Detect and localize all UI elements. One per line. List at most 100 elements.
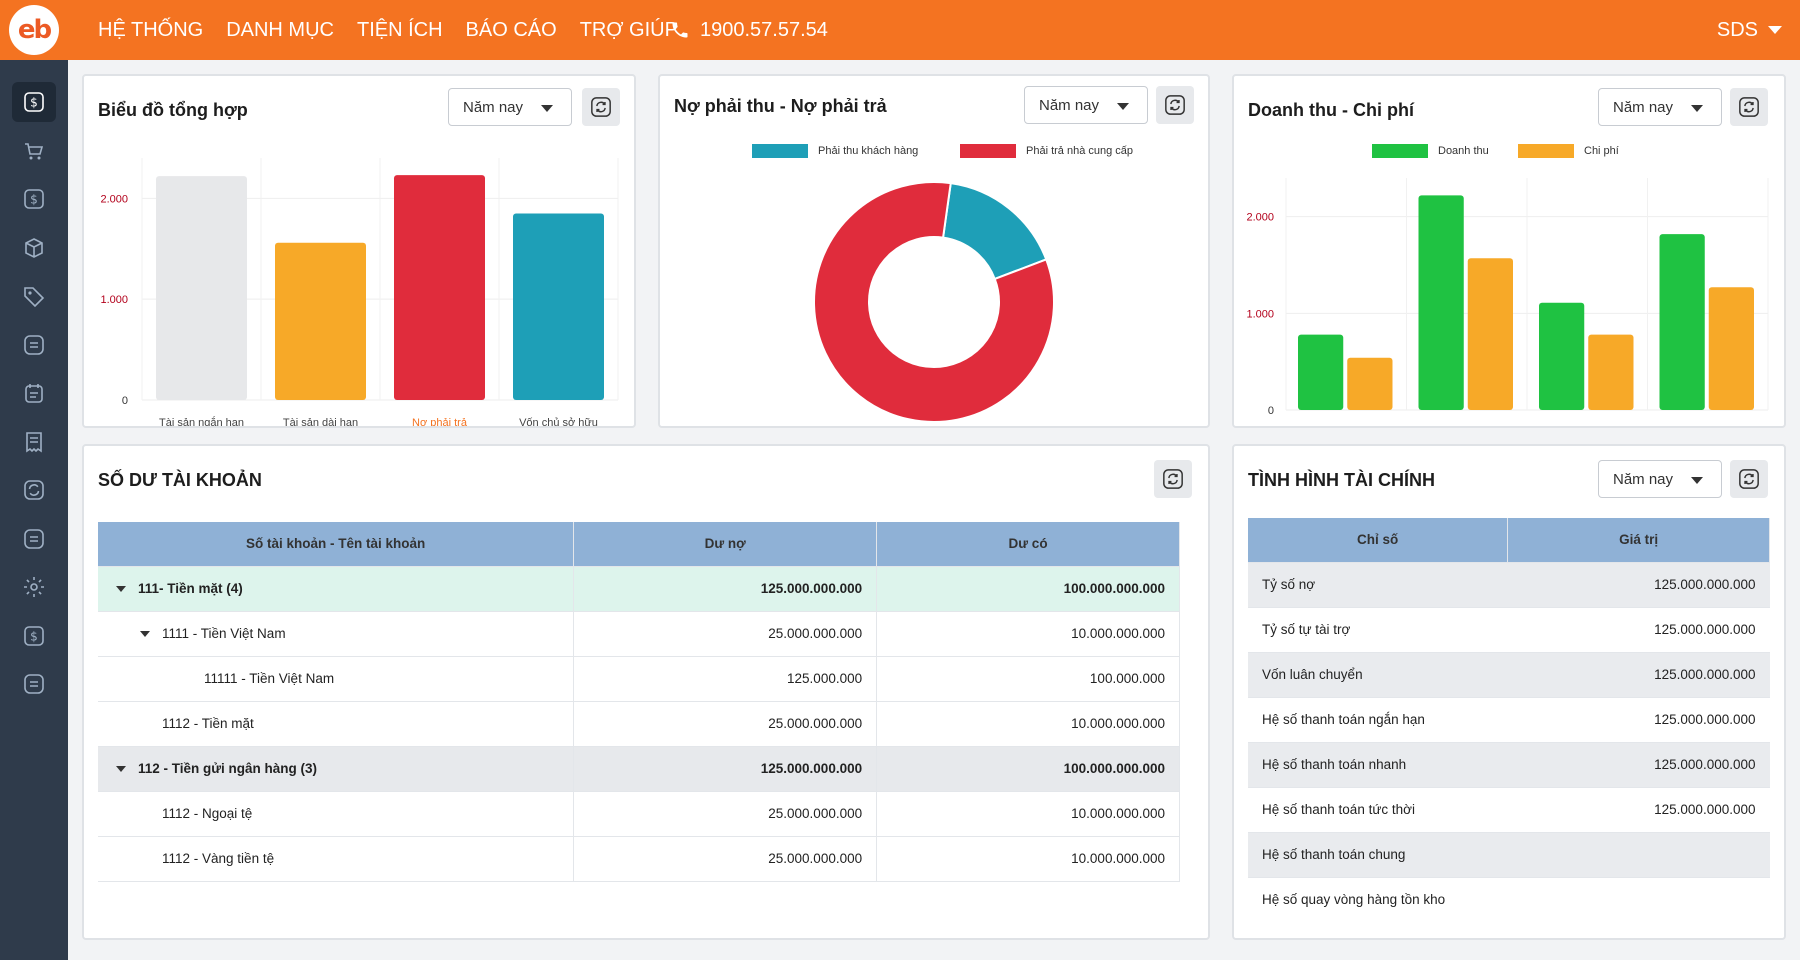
debit-value: 25.000.000.000	[573, 610, 878, 656]
table-row[interactable]: Tỷ số nợ 125.000.000.000	[1248, 561, 1770, 607]
indicator-value	[1507, 876, 1770, 922]
sidebar-item-2[interactable]	[12, 131, 56, 171]
x-tick-label: Nợ phải trả	[412, 417, 468, 426]
table-header: Số tài khoản - Tên tài khoản Dư nợ Dư có	[98, 522, 1180, 566]
chevron-down-icon	[1768, 26, 1782, 34]
bar	[1708, 287, 1754, 410]
app-logo[interactable]: eb	[9, 5, 59, 55]
sidebar-item-7[interactable]	[12, 373, 56, 413]
col-indicator[interactable]: Chỉ số	[1248, 518, 1509, 562]
revenue-bar-chart: 0 1.000 2.000 T1 T2 T3 T4	[1246, 178, 1769, 428]
table-row[interactable]: 1112 - Tiền mặt 25.000.000.000 10.000.00…	[98, 700, 1180, 746]
card-title: Nợ phải thu - Nợ phải trả	[674, 96, 887, 116]
sidebar-item-13[interactable]	[12, 664, 56, 704]
revenue-chart-card: Doanh thu - Chi phí Năm nay Doanh thu Ch…	[1232, 74, 1786, 428]
refresh-button[interactable]	[582, 88, 620, 126]
document-icon	[24, 528, 44, 549]
table-row[interactable]: Hệ số thanh toán tức thời 125.000.000.000	[1248, 786, 1770, 832]
sidebar-item-6[interactable]	[12, 325, 56, 365]
col-debit[interactable]: Dư nợ	[573, 522, 878, 566]
x-tick-label: T3	[1581, 427, 1594, 428]
calendar-icon	[25, 384, 43, 403]
donut-slice	[813, 181, 1055, 423]
account-name: 11111 - Tiền Việt Nam	[204, 671, 335, 686]
table-row[interactable]: Hệ số quay vòng hàng tồn kho	[1248, 876, 1770, 922]
table-row[interactable]: Tỷ số tự tài trợ 125.000.000.000	[1248, 606, 1770, 652]
chevron-down-icon	[1691, 477, 1703, 484]
period-select-value: Năm nay	[1613, 98, 1674, 116]
refresh-button[interactable]	[1730, 460, 1768, 498]
menu-danh-muc[interactable]: DANH MỤC	[226, 18, 334, 41]
menu-tro-giup[interactable]: TRỢ GIÚP	[579, 18, 678, 41]
refresh-icon	[1165, 95, 1185, 115]
svg-text:$: $	[30, 629, 38, 643]
sidebar-item-11[interactable]	[12, 567, 56, 607]
bar	[394, 175, 485, 400]
col-account[interactable]: Số tài khoản - Tên tài khoản	[98, 522, 575, 566]
refresh-button[interactable]	[1154, 460, 1192, 498]
table-row[interactable]: Vốn luân chuyển 125.000.000.000	[1248, 651, 1770, 697]
sidebar-item-4[interactable]	[12, 228, 56, 268]
expand-toggle-icon[interactable]	[116, 766, 126, 773]
card-title: Doanh thu - Chi phí	[1248, 100, 1414, 120]
period-select[interactable]: Năm nay	[1598, 88, 1722, 126]
user-name: SDS	[1716, 18, 1758, 41]
legend-item: Chi phí	[1518, 144, 1619, 158]
period-select[interactable]: Năm nay	[1024, 86, 1148, 124]
account-balance-table: Số tài khoản - Tên tài khoản Dư nợ Dư có…	[98, 522, 1180, 882]
refresh-button[interactable]	[1730, 88, 1768, 126]
period-select-value: Năm nay	[1039, 96, 1100, 114]
sidebar-item-3[interactable]: $	[12, 179, 56, 219]
menu-tien-ich[interactable]: TIỆN ÍCH	[356, 18, 443, 41]
logo-container[interactable]: eb	[0, 0, 68, 60]
dollar-icon: $	[24, 625, 44, 646]
menu-bao-cao[interactable]: BÁO CÁO	[465, 18, 557, 41]
user-menu[interactable]: SDS	[1717, 0, 1782, 60]
indicator-value	[1507, 831, 1770, 877]
x-tick-label: Tài sản dài hạn	[283, 417, 358, 426]
period-select[interactable]: Năm nay	[448, 88, 572, 126]
hotline[interactable]: 1900.57.57.54	[670, 0, 828, 60]
indicator-name: Tỷ số nợ	[1248, 561, 1508, 607]
gear-icon	[24, 577, 44, 597]
col-value[interactable]: Giá trị	[1507, 518, 1770, 562]
expand-toggle-icon[interactable]	[116, 586, 126, 593]
legend-item: Phải trả nhà cung cấp	[960, 144, 1133, 158]
indicator-name: Tỷ số tự tài trợ	[1248, 606, 1508, 652]
table-row[interactable]: 1111 - Tiền Việt Nam 25.000.000.000 10.0…	[98, 610, 1180, 656]
sidebar-item-12[interactable]: $	[12, 616, 56, 656]
sidebar-item-8[interactable]	[12, 422, 56, 462]
summary-bar-chart: 0 1.000 2.000 Tài sản ngắn hạn Tài sản dài h…	[100, 158, 619, 426]
legend-label: Doanh thu	[1438, 145, 1489, 157]
sidebar-item-5[interactable]	[12, 276, 56, 316]
refresh-icon	[1163, 469, 1183, 489]
x-tick-label: T2	[1460, 427, 1473, 428]
bar	[275, 242, 366, 400]
period-select-value: Năm nay	[1613, 470, 1674, 488]
sidebar-item-1[interactable]: $	[12, 82, 56, 122]
table-row[interactable]: Hệ số thanh toán nhanh 125.000.000.000	[1248, 741, 1770, 787]
sidebar-item-9[interactable]	[12, 470, 56, 510]
table-row[interactable]: 112 - Tiền gửi ngân hàng (3) 125.000.000…	[98, 745, 1180, 791]
table-row[interactable]: 1112 - Ngoại tệ 25.000.000.000 10.000.00…	[98, 790, 1180, 836]
period-select[interactable]: Năm nay	[1598, 460, 1722, 498]
table-row[interactable]: Hệ số thanh toán ngắn hạn 125.000.000.000	[1248, 696, 1770, 742]
menu-he-thong[interactable]: HỆ THỐNG	[98, 18, 204, 41]
sidebar: $ $ $	[0, 60, 68, 960]
y-tick-label: 2.000	[100, 193, 128, 205]
debit-value: 125.000.000.000	[573, 745, 878, 791]
table-row[interactable]: 11111 - Tiền Việt Nam 125.000.000 100.00…	[98, 655, 1180, 701]
credit-value: 100.000.000	[876, 655, 1180, 701]
financial-table: Chỉ số Giá trị Tỷ số nợ 125.000.000.000 T…	[1248, 518, 1770, 922]
col-credit[interactable]: Dư có	[876, 522, 1180, 566]
indicator-name: Hệ số thanh toán nhanh	[1248, 741, 1508, 787]
expand-toggle-icon[interactable]	[140, 631, 150, 638]
refresh-button[interactable]	[1156, 86, 1194, 124]
sidebar-item-10[interactable]	[12, 519, 56, 559]
table-row[interactable]: 111- Tiền mặt (4) 125.000.000.000 100.00…	[98, 565, 1180, 611]
indicator-name: Hệ số thanh toán ngắn hạn	[1248, 696, 1508, 742]
table-row[interactable]: Hệ số thanh toán chung	[1248, 831, 1770, 877]
table-row[interactable]: 1112 - Vàng tiền tệ 25.000.000.000 10.00…	[98, 835, 1180, 882]
indicator-name: Hệ số thanh toán chung	[1248, 831, 1508, 877]
legend-swatch	[1372, 144, 1428, 158]
